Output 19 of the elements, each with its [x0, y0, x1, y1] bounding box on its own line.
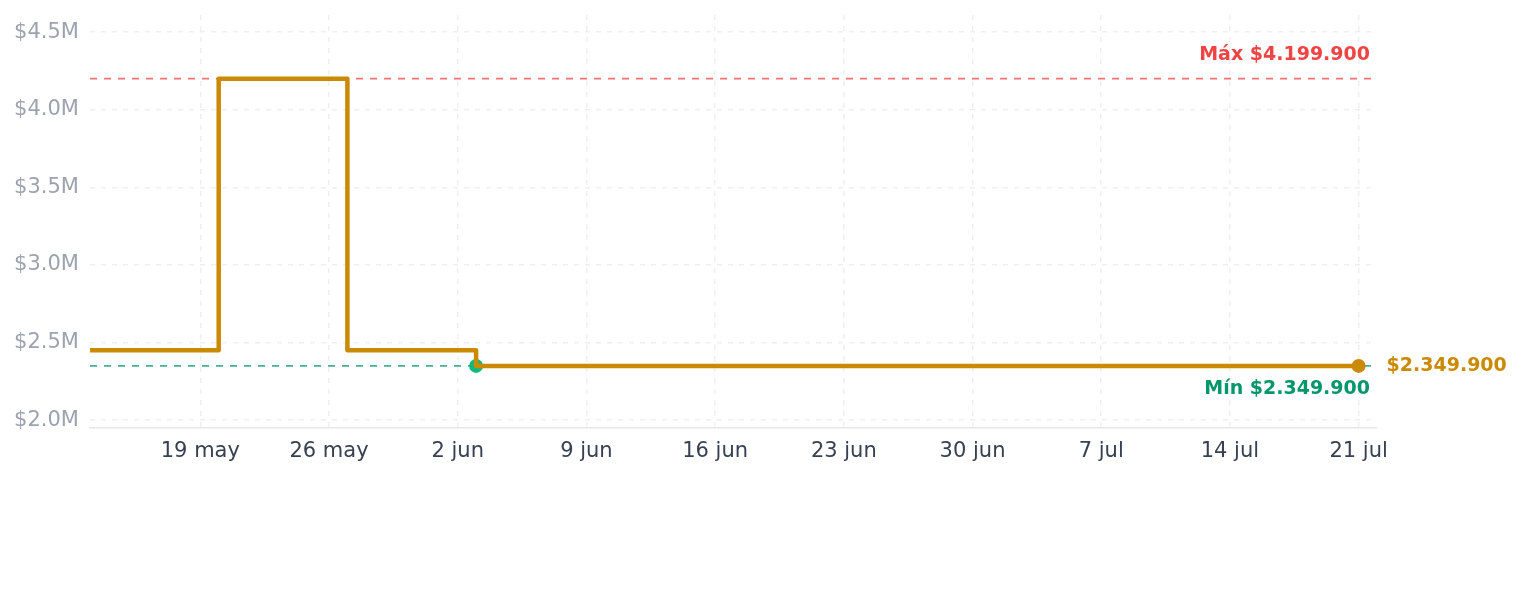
- x-tick-label: 19 may: [160, 438, 240, 463]
- x-tick-label: 2 jun: [431, 438, 484, 463]
- x-tick-label: 30 jun: [939, 438, 1006, 463]
- ref-line-label: Máx $4.199.900: [1199, 41, 1370, 64]
- y-tick-label: $3.5M: [14, 173, 79, 198]
- x-tick-label: 14 jul: [1200, 438, 1260, 463]
- y-tick-label: $3.0M: [14, 251, 79, 276]
- x-tick-label: 26 may: [289, 438, 369, 463]
- x-tick-label: 9 jun: [560, 438, 613, 463]
- data-label: $2.349.900: [1386, 352, 1507, 375]
- ref-line-label: Mín $2.349.900: [1204, 375, 1370, 398]
- y-tick-label: $4.0M: [14, 96, 79, 121]
- x-tick-label: 16 jun: [682, 438, 749, 463]
- y-tick-label: $4.5M: [14, 18, 79, 43]
- x-tick-label: 7 jul: [1078, 438, 1124, 463]
- y-tick-label: $2.5M: [14, 329, 79, 354]
- x-tick-label: 23 jun: [810, 438, 877, 463]
- x-tick-label: 21 jul: [1329, 438, 1388, 463]
- y-tick-label: $2.0M: [14, 406, 79, 431]
